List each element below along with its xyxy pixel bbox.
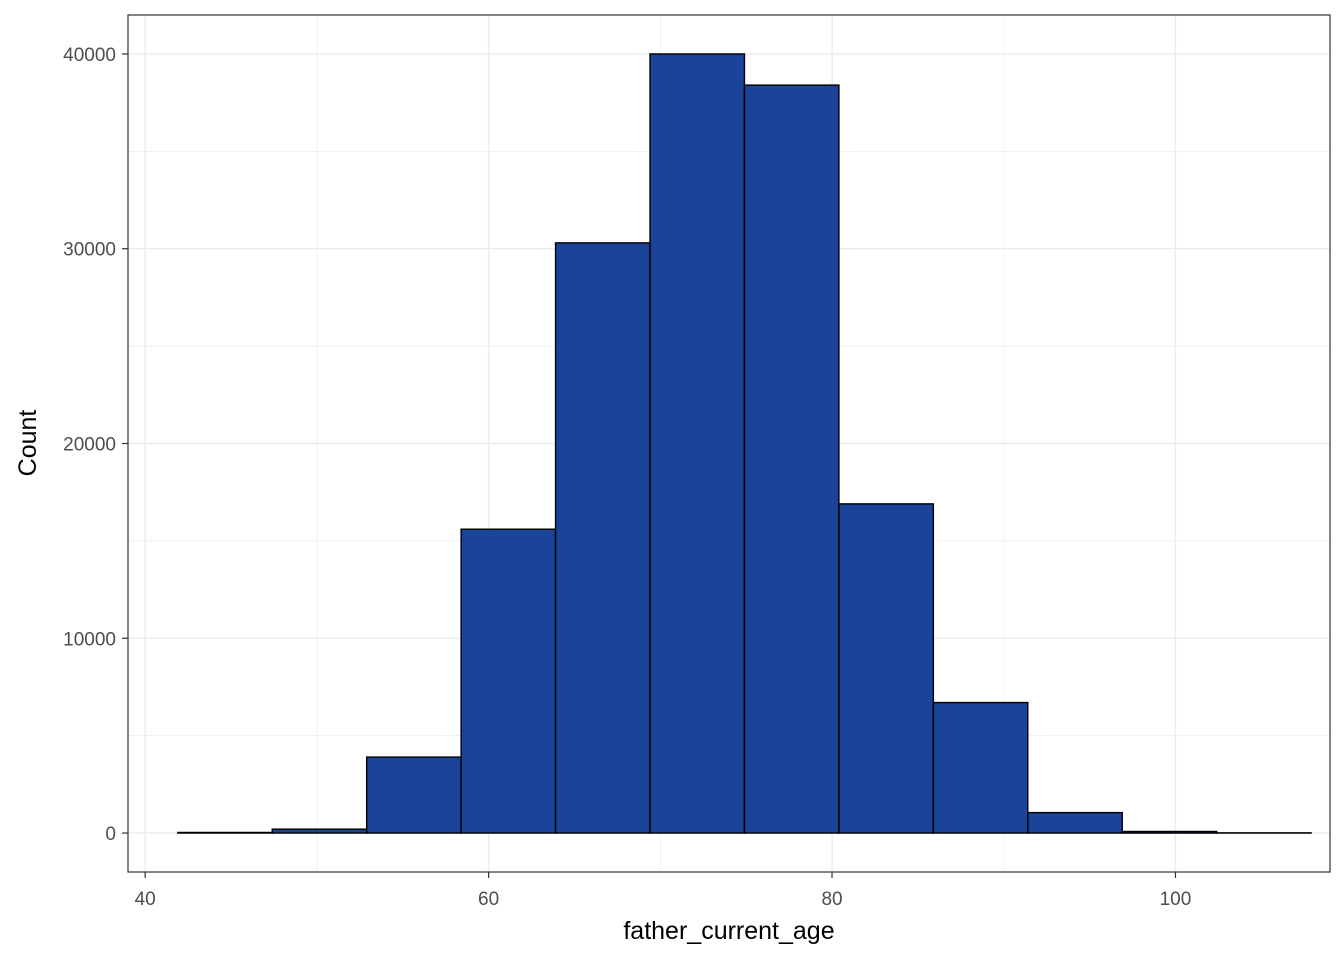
histogram-bar [365, 756, 462, 834]
histogram-bar [177, 831, 273, 834]
histogram-bar [838, 503, 935, 834]
y-axis-title: Count [14, 410, 42, 477]
histogram-bar [932, 701, 1029, 834]
y-tick-label: 20000 [63, 435, 116, 456]
axes: 40 60 80 100 0 10000 20000 30000 40000 [63, 45, 1191, 910]
x-tick-label: 80 [821, 889, 842, 910]
histogram-bar [271, 828, 368, 834]
x-tick-label: 40 [135, 889, 156, 910]
x-tick-label: 60 [478, 889, 499, 910]
histogram-bar [1027, 811, 1123, 834]
histogram-bars [177, 53, 1312, 834]
y-tick-label: 40000 [63, 45, 116, 66]
x-tick-label: 100 [1160, 889, 1192, 910]
histogram-bar [743, 84, 840, 834]
histogram-bar [1121, 830, 1218, 834]
histogram-bar [554, 242, 651, 834]
histogram-bar [460, 528, 557, 834]
histogram-bar [649, 53, 746, 834]
y-tick-label: 0 [105, 824, 116, 845]
y-tick-label: 30000 [63, 240, 116, 261]
x-axis-title: father_current_age [623, 917, 834, 945]
y-tick-label: 10000 [63, 629, 116, 650]
